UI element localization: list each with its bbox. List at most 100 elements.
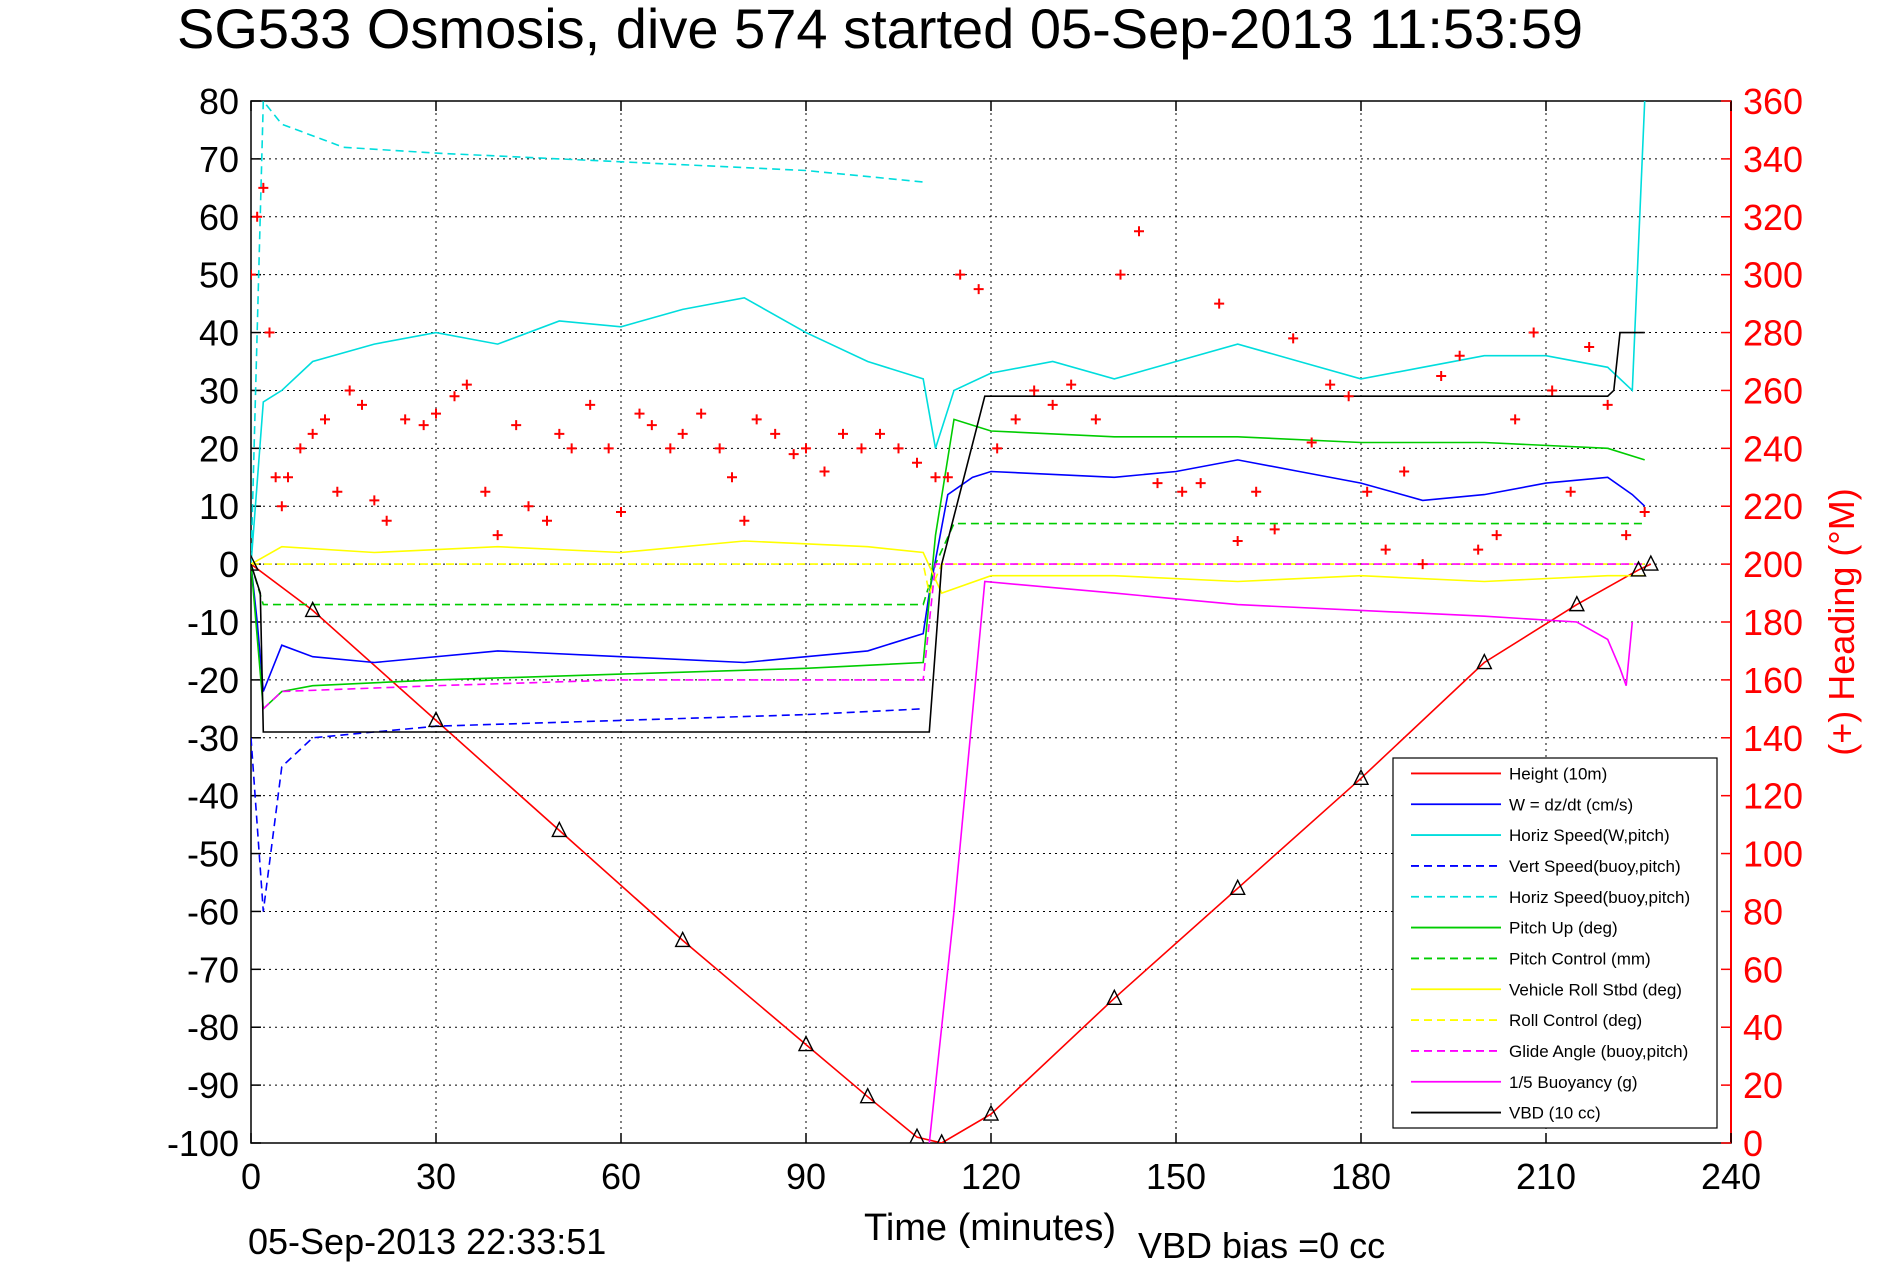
y-right-tick-label: 320 (1743, 197, 1803, 238)
heading-point (973, 284, 984, 295)
depth-marker (674, 930, 691, 948)
heading-point (1473, 544, 1484, 555)
legend: Height (10m) W = dz/dt (cm/s) Horiz Speed(… (1392, 757, 1718, 1129)
right-axis-label: (+) Heading (°M) (1821, 488, 1862, 755)
chart-title: SG533 Osmosis, dive 574 started 05-Sep-2… (177, 0, 1583, 60)
depth-marker (936, 1133, 947, 1143)
heading-point (381, 515, 392, 526)
heading-point (523, 501, 534, 512)
depth-marker (1229, 878, 1246, 895)
y-tick-label: -80 (187, 1007, 239, 1048)
y-tick-label: 20 (199, 428, 239, 469)
series-line-5 (251, 418, 1645, 711)
series-line-8 (251, 563, 1645, 596)
x-tick-label: 210 (1516, 1156, 1576, 1197)
depth-marker (427, 710, 445, 728)
y-tick-label: 60 (199, 197, 239, 238)
legend-entry: Pitch Up (deg) (1509, 919, 1618, 938)
x-tick-label: 60 (601, 1156, 641, 1197)
heading-point (1195, 478, 1206, 489)
depth-marker (1630, 560, 1647, 577)
y-right-tick-label: 360 (1743, 81, 1803, 122)
legend-entry: Horiz Speed(W,pitch) (1509, 826, 1670, 845)
heading-point (1115, 269, 1126, 280)
y-tick-label: 40 (199, 313, 239, 354)
y-right-tick-label: 240 (1743, 428, 1803, 469)
y-tick-label: -60 (187, 891, 239, 932)
vbd-bias-label: VBD bias =0 cc (1138, 1225, 1385, 1262)
heading-point (283, 472, 293, 483)
legend-entry: Glide Angle (buoy,pitch) (1509, 1042, 1688, 1061)
heading-point (492, 530, 503, 541)
y-tick-label: -50 (187, 834, 239, 875)
heading-point (770, 428, 781, 439)
y-right-tick-label: 100 (1743, 834, 1803, 875)
heading-point (258, 182, 269, 193)
heading-point (751, 414, 762, 425)
y-right-tick-label: 300 (1743, 255, 1803, 296)
depth-marker (551, 820, 568, 838)
y-tick-label: -100 (167, 1123, 239, 1164)
legend-entry: 1/5 Buoyancy (g) (1509, 1073, 1638, 1092)
heading-point (912, 457, 922, 468)
depth-marker (859, 1087, 876, 1104)
heading-point (1362, 486, 1373, 497)
legend-entry: Vehicle Roll Stbd (deg) (1509, 980, 1682, 999)
y-right-tick-label: 40 (1743, 1007, 1783, 1048)
x-tick-label: 30 (416, 1156, 456, 1197)
y-tick-label: -20 (187, 660, 239, 701)
heading-point (1380, 544, 1391, 555)
series-line-10 (928, 580, 1634, 1143)
legend-entry: W = dz/dt (cm/s) (1509, 795, 1633, 814)
heading-point (1134, 226, 1144, 237)
heading-point (307, 428, 318, 439)
series-line-11 (251, 331, 1645, 733)
depth-marker (982, 1104, 1000, 1121)
heading-point (727, 472, 737, 483)
x-tick-label: 90 (786, 1156, 826, 1197)
heading-point (1232, 535, 1243, 546)
legend-entry: Pitch Control (mm) (1509, 949, 1651, 968)
y-tick-label: 30 (199, 370, 239, 411)
heading-point (566, 443, 577, 454)
heading-point (320, 414, 330, 425)
heading-point (542, 515, 552, 526)
heading-point (369, 495, 380, 506)
heading-point (955, 269, 966, 280)
y-right-tick-label: 0 (1743, 1123, 1763, 1164)
heading-point (875, 428, 885, 439)
heading-point (1066, 379, 1077, 390)
heading-point (1343, 391, 1354, 402)
heading-point (276, 501, 287, 512)
y-right-tick-label: 60 (1743, 949, 1783, 990)
heading-point (1399, 466, 1410, 477)
y-right-tick-label: 140 (1743, 718, 1803, 759)
y-tick-label: 70 (199, 139, 239, 180)
heading-point (801, 443, 811, 454)
heading-point (696, 408, 707, 419)
heading-point (788, 449, 799, 460)
y-tick-label: 80 (199, 81, 239, 122)
heading-point (1214, 298, 1225, 309)
depth-marker (1352, 768, 1370, 785)
heading-point (1090, 414, 1101, 425)
legend-entry: Height (10m) (1509, 764, 1607, 783)
heading-point (856, 443, 867, 454)
legend-entry: Roll Control (deg) (1509, 1011, 1642, 1030)
depth-marker (251, 554, 260, 571)
heading-point (1547, 385, 1558, 396)
heading-point (270, 472, 281, 483)
y-tick-label: -10 (187, 602, 239, 643)
heading-point (332, 486, 343, 497)
heading-point (1325, 379, 1336, 390)
x-axis-label: Time (minutes) (864, 1207, 1116, 1249)
depth-marker (1476, 652, 1493, 670)
heading-point (1454, 350, 1465, 361)
y-tick-label: -70 (187, 949, 239, 990)
y-right-tick-label: 260 (1743, 370, 1803, 411)
heading-point (819, 466, 830, 477)
x-tick-label: 180 (1331, 1156, 1391, 1197)
heading-point (1436, 370, 1447, 381)
heading-point (1152, 478, 1163, 489)
depth-marker (1568, 595, 1585, 612)
